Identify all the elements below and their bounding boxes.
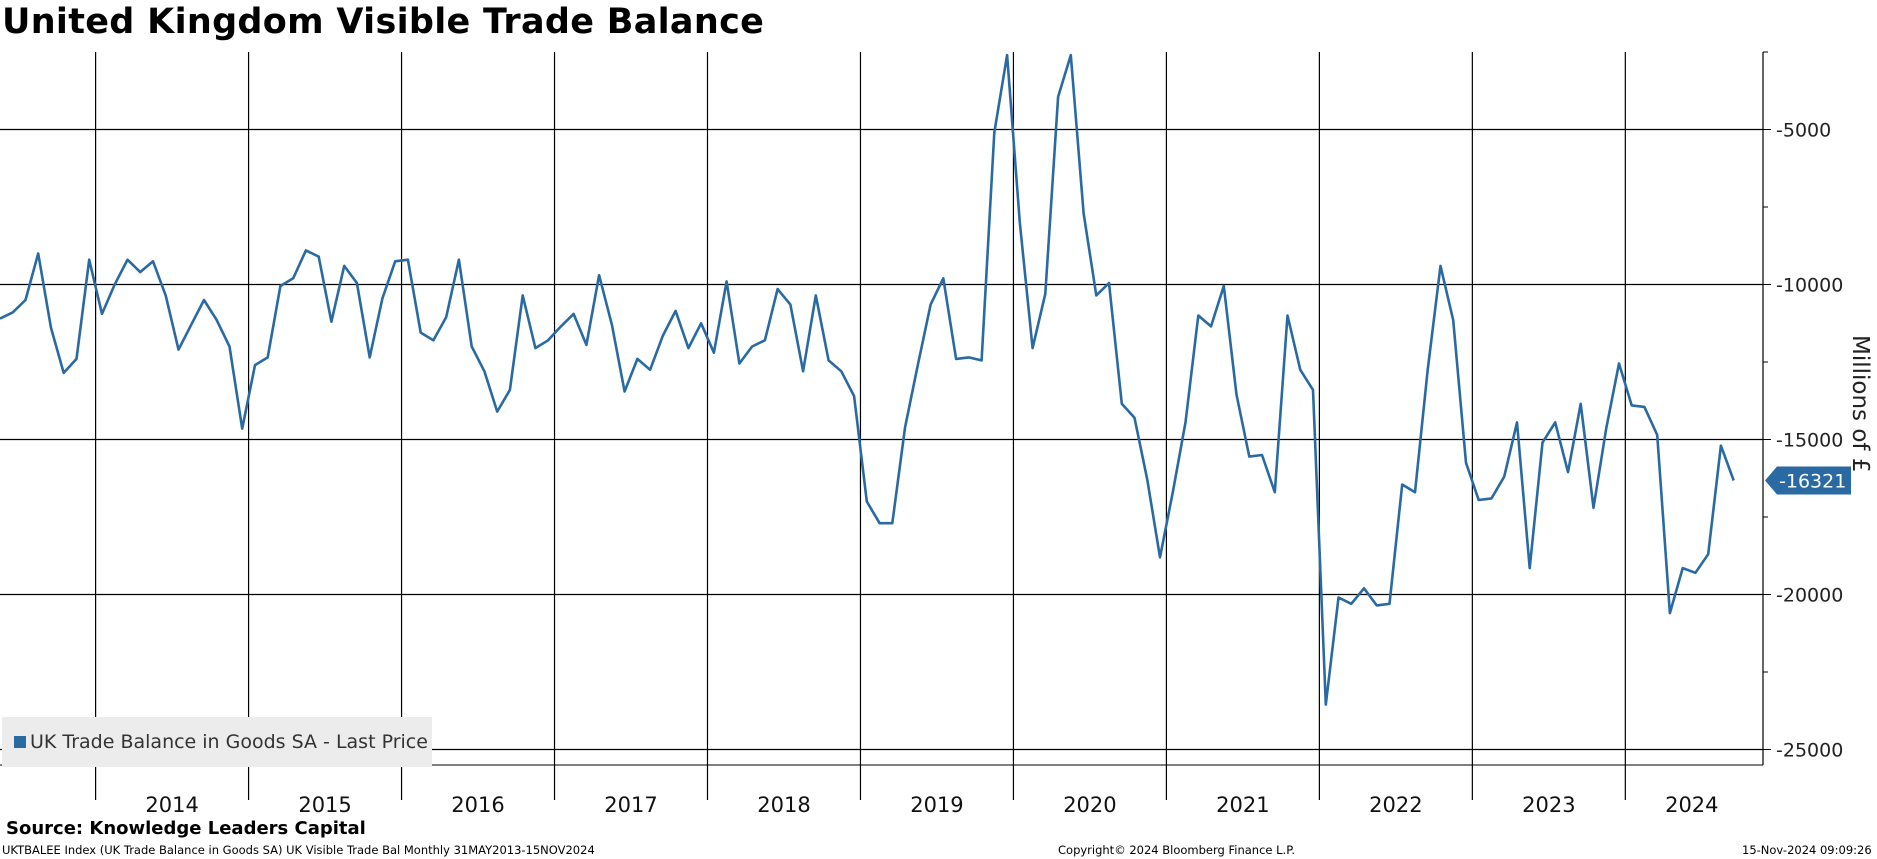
footer-timestamp: 15-Nov-2024 09:09:26 [1742,843,1872,857]
x-tick-label: 2016 [451,793,504,817]
gridlines [0,52,1763,800]
x-tick-label: 2015 [298,793,351,817]
x-axis: 2013 2014 2015 2016 2017 2018 2019 2020 2021 2022… [0,764,1763,817]
y-axis-label: Millions of £ [1847,335,1873,472]
legend: UK Trade Balance in Goods SA - Last Pric… [2,717,432,767]
y-tick-label: -15000 [1776,430,1843,452]
x-tick-label: 2013 [0,793,1,817]
x-tick-label: 2022 [1369,793,1422,817]
y-tick-label: -20000 [1776,585,1843,607]
legend-label: UK Trade Balance in Goods SA - Last Pric… [30,731,428,753]
y-axis: -5000 -10000 -15000 -20000 -25000 [1762,51,1843,765]
x-tick-label: 2018 [757,793,810,817]
x-tick-label: 2023 [1522,793,1575,817]
y-tick-label: -5000 [1776,120,1831,142]
x-tick-label: 2017 [604,793,657,817]
legend-swatch [14,736,26,748]
x-tick-label: 2020 [1063,793,1116,817]
x-tick-label: 2021 [1216,793,1269,817]
x-tick-label: 2024 [1665,793,1718,817]
last-value-label: -16321 [1779,470,1846,492]
footer-copyright: Copyright© 2024 Bloomberg Finance L.P. [1058,843,1295,857]
series-line-uk-trade-balance [0,53,1735,706]
x-tick-label: 2019 [910,793,963,817]
last-value-tag-shape [1765,466,1851,495]
y-tick-label: -10000 [1776,275,1843,297]
last-value-tag: -16321 [1765,466,1851,495]
footer-ticker-info: UKTBALEE Index (UK Trade Balance in Good… [2,843,595,857]
source-note: Source: Knowledge Leaders Capital [6,818,366,839]
y-tick-label: -25000 [1776,740,1843,762]
x-tick-label: 2014 [145,793,198,817]
chart-title: United Kingdom Visible Trade Balance [2,2,765,42]
